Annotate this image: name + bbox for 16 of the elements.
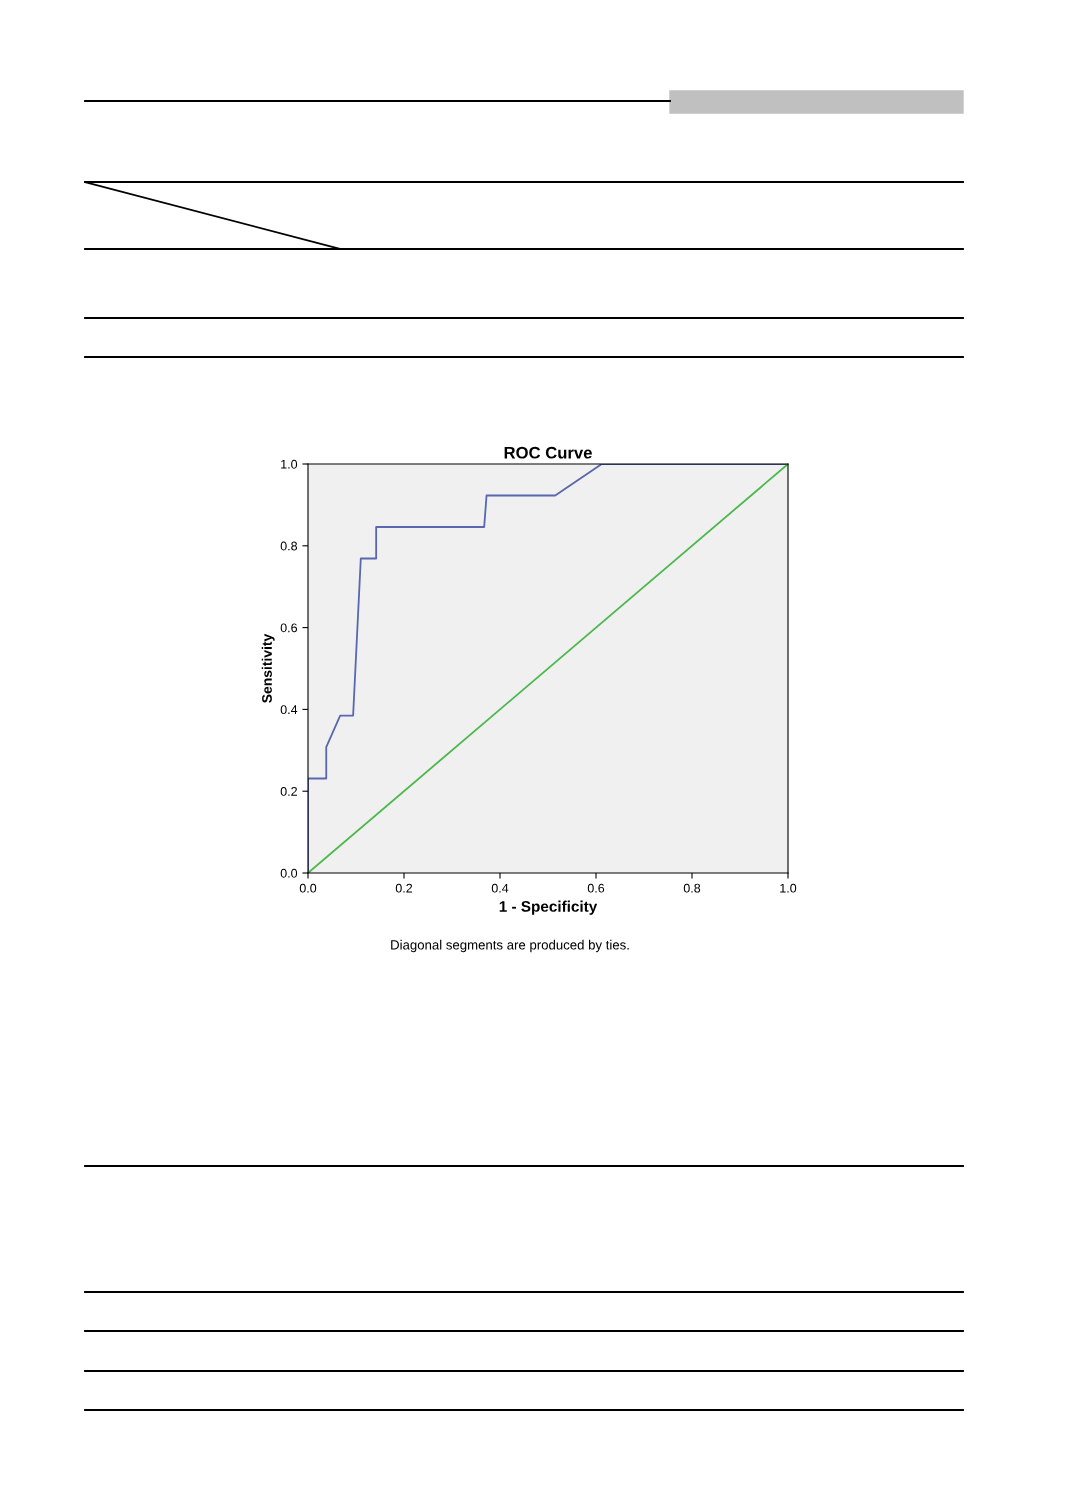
chart-title: ROC Curve [504,446,592,459]
x-tick-label: 0.2 [395,883,413,893]
x-tick-label: 0.4 [491,883,509,893]
x-tick-label: 1.0 [780,883,797,893]
y-tick-label: 0.6 [280,623,298,633]
x-tick-label: 0.0 [299,883,317,893]
x-tick-label: 0.8 [683,883,701,893]
y-tick-label: 1.0 [281,459,298,469]
y-tick-label: 0.2 [280,787,297,796]
y-tick-label: 0.4 [280,705,298,715]
x-axis-title: 1 - Specificity [499,900,598,915]
y-tick-label: 0.8 [280,541,298,551]
text: Diagonal segments are produced by ties. [391,939,629,953]
y-tick-label: 0.0 [280,868,298,878]
y-axis-title: Sensitivity [261,633,275,703]
x-tick-label: 0.6 [587,883,605,893]
